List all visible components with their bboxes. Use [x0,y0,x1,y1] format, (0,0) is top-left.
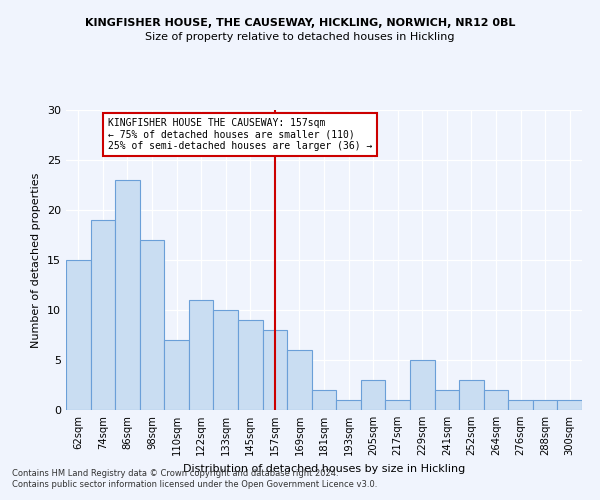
Bar [238,320,263,410]
Bar [434,390,459,410]
Bar [533,400,557,410]
Bar [287,350,312,410]
Text: Size of property relative to detached houses in Hickling: Size of property relative to detached ho… [145,32,455,42]
Bar [410,360,434,410]
Bar [361,380,385,410]
Bar [312,390,336,410]
Text: KINGFISHER HOUSE THE CAUSEWAY: 157sqm
← 75% of detached houses are smaller (110): KINGFISHER HOUSE THE CAUSEWAY: 157sqm ← … [108,118,372,151]
Bar [164,340,189,410]
Bar [459,380,484,410]
Bar [189,300,214,410]
Bar [336,400,361,410]
Bar [385,400,410,410]
Bar [508,400,533,410]
Bar [115,180,140,410]
Bar [140,240,164,410]
X-axis label: Distribution of detached houses by size in Hickling: Distribution of detached houses by size … [183,464,465,473]
Text: KINGFISHER HOUSE, THE CAUSEWAY, HICKLING, NORWICH, NR12 0BL: KINGFISHER HOUSE, THE CAUSEWAY, HICKLING… [85,18,515,28]
Bar [66,260,91,410]
Text: Contains public sector information licensed under the Open Government Licence v3: Contains public sector information licen… [12,480,377,489]
Y-axis label: Number of detached properties: Number of detached properties [31,172,41,348]
Bar [214,310,238,410]
Text: Contains HM Land Registry data © Crown copyright and database right 2024.: Contains HM Land Registry data © Crown c… [12,468,338,477]
Bar [263,330,287,410]
Bar [557,400,582,410]
Bar [484,390,508,410]
Bar [91,220,115,410]
